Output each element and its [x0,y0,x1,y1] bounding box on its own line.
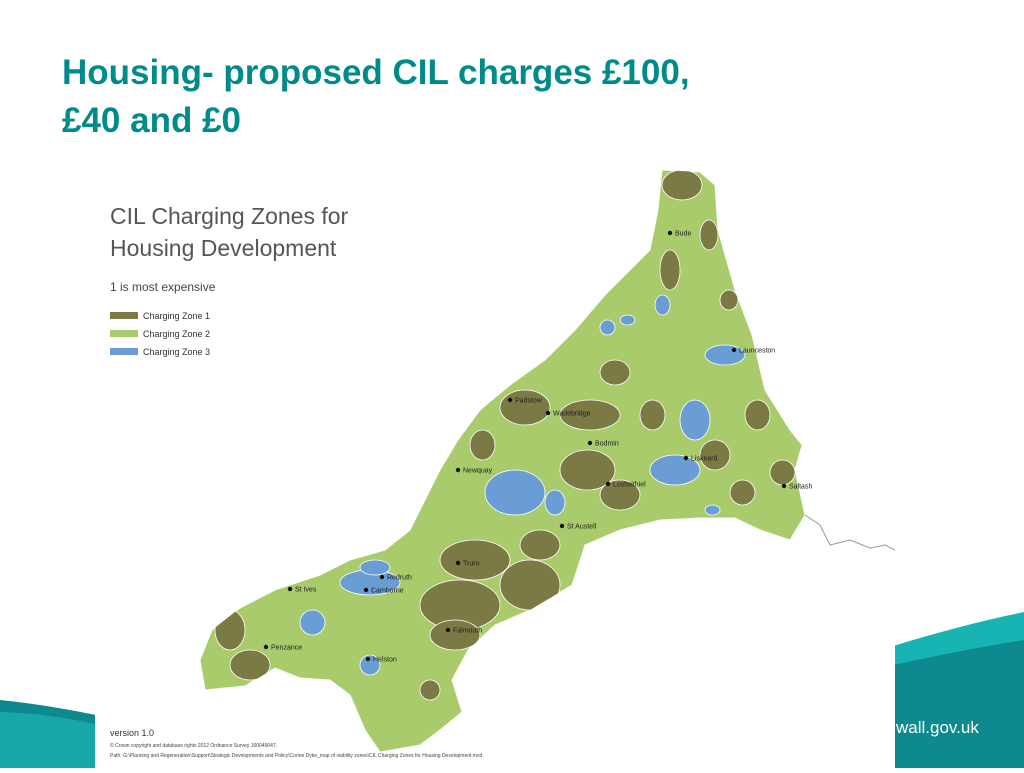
legend-swatch [110,348,138,355]
legend-label: Charging Zone 1 [143,311,210,321]
zone3-area [299,609,326,636]
town-label: Camborne [371,588,404,595]
swoosh [0,712,110,768]
town-dot [605,481,611,487]
zone3-area [654,294,671,316]
zone1-area [639,399,666,431]
zone3-area [599,319,616,336]
town-dot [683,455,689,461]
town-label: St Austell [567,524,597,531]
zone1-area [699,439,731,471]
zone3-area [619,314,636,326]
towns: Bude Launceston Padstow Wadebridge Bodmin Lis… [263,230,812,664]
zone1-area [559,449,616,491]
footer-url: wall.gov.uk [895,718,979,737]
zone1-area [559,399,621,431]
legend-label: Charging Zone 2 [143,329,210,339]
town-label: Bodmin [595,441,619,448]
legend-swatch [110,312,138,319]
zone1-area [599,479,641,511]
town-dot [781,483,787,489]
zone3-area [649,454,701,486]
zone3-area [679,399,711,441]
town-dot [287,586,293,592]
zone3-area [544,489,566,516]
town-dot [379,574,385,580]
zone1-area [744,399,771,431]
town-dot [587,440,593,446]
town-label: Truro [463,561,480,568]
town-label: Newquay [463,468,493,475]
town-dot [667,230,673,236]
title: £40 and £0 [62,101,241,140]
town-dot [507,397,513,403]
zone1-area [229,649,271,681]
map-subtitle: 1 is most expensive [110,280,216,294]
copyright: © Crown copyright and database rights 20… [110,742,277,749]
zone1-area [729,479,756,506]
swoosh [880,640,1024,768]
town-label: Bude [675,231,691,238]
town-dot [455,467,461,473]
zone3-area [359,559,391,576]
map [200,170,805,752]
legend-swatch [110,330,138,337]
town-dot [545,410,551,416]
zone1-area [499,559,561,611]
town-dot [363,587,369,593]
town-dot [263,644,269,650]
zone1-area [699,219,719,251]
town-dot [445,627,451,633]
town-label: Wadebridge [553,411,591,418]
town-dot [455,560,461,566]
zone1-area [659,249,681,291]
town-label: Penzance [271,645,302,652]
zone1-area [599,359,631,386]
zone1-area [519,529,561,561]
zone1-area [429,619,481,651]
legend: Charging Zone 1 Charging Zone 2 Charging Z… [110,311,210,357]
zone1-area [469,429,496,461]
version: version 1.0 [110,728,154,738]
town-dot [731,347,737,353]
town-label: St Ives [295,587,317,594]
coast [804,514,896,551]
zone3-area [359,654,381,676]
town-label: Lostwithiel [613,482,646,489]
town-label: Helston [373,657,397,664]
town-label: Redruth [387,575,412,582]
zone1-area [439,539,511,581]
title: Housing- proposed CIL charges £100, [62,53,690,92]
zone1-area [769,459,796,486]
zone1-area [719,289,739,311]
town-label: Falmouth [453,628,482,635]
map-title: Housing Development [110,235,337,261]
zone1-area [419,679,441,701]
map-title: CIL Charging Zones for [110,203,349,229]
town-label: Launceston [739,348,775,355]
town-label: Saltash [789,484,812,491]
zone1-area [661,170,703,201]
town-dot [365,656,371,662]
town-dot [559,523,565,529]
zone3-area [704,504,721,516]
zone3-area [484,469,546,516]
zone1-area [499,389,551,426]
legend-label: Charging Zone 3 [143,347,210,357]
file-path: Path: G:\Planning and Regeneration\Suppo… [110,753,482,759]
town-label: Liskeard [691,456,718,463]
town-label: Padstow [515,398,543,405]
